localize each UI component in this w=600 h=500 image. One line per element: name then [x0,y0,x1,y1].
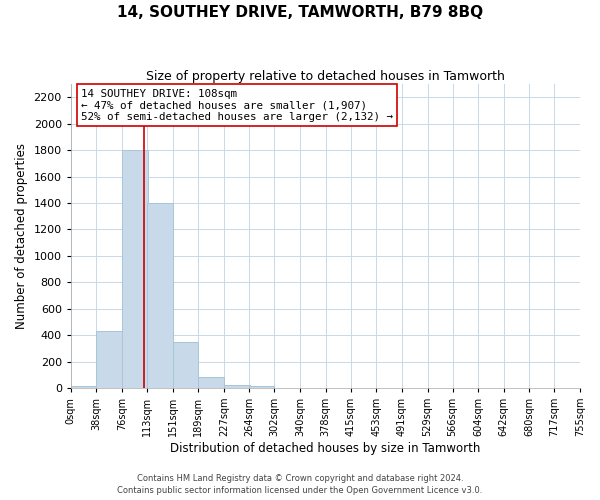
Bar [71,386,97,388]
Bar [224,384,250,388]
Bar [147,203,173,388]
Y-axis label: Number of detached properties: Number of detached properties [15,143,28,329]
Bar [122,150,148,388]
X-axis label: Distribution of detached houses by size in Tamworth: Distribution of detached houses by size … [170,442,481,455]
Title: Size of property relative to detached houses in Tamworth: Size of property relative to detached ho… [146,70,505,83]
Bar [198,378,224,388]
Text: 14 SOUTHEY DRIVE: 108sqm
← 47% of detached houses are smaller (1,907)
52% of sem: 14 SOUTHEY DRIVE: 108sqm ← 47% of detach… [81,88,393,122]
Bar [97,331,122,388]
Bar [173,342,198,388]
Text: Contains HM Land Registry data © Crown copyright and database right 2024.
Contai: Contains HM Land Registry data © Crown c… [118,474,482,495]
Text: 14, SOUTHEY DRIVE, TAMWORTH, B79 8BQ: 14, SOUTHEY DRIVE, TAMWORTH, B79 8BQ [117,5,483,20]
Bar [249,386,274,388]
